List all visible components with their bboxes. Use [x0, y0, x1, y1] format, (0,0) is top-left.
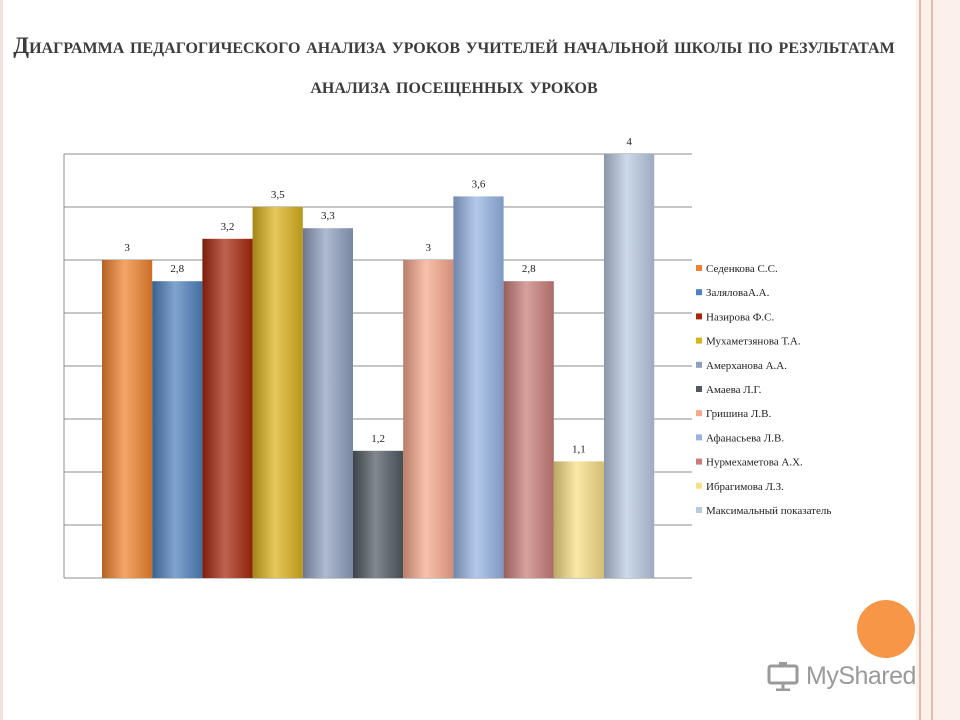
legend-label: Афанасьева Л.В. — [706, 432, 784, 444]
legend-swatch — [696, 410, 702, 417]
legend-swatch — [696, 265, 702, 271]
legend-label: Гришина Л.В. — [706, 408, 771, 420]
watermark-text: MyShared — [806, 661, 916, 690]
bar-3 — [202, 238, 253, 579]
legend-label: Амерханова А.А. — [706, 360, 787, 372]
data-label: 3,5 — [271, 189, 285, 201]
legend-label: Мухаметзянова Т.А. — [706, 336, 801, 348]
legend-swatch — [696, 507, 702, 513]
legend-swatch — [696, 313, 702, 320]
legend-label: Назирова Ф.С. — [706, 311, 775, 323]
slide-title: Диаграмма педагогического анализа уроков… — [13, 33, 895, 98]
data-label: 2,8 — [522, 263, 536, 275]
data-label: 2,8 — [170, 263, 184, 275]
right-decor-band — [916, 0, 960, 720]
legend-swatch — [696, 337, 702, 344]
decor-circle — [857, 600, 915, 658]
data-label: 3,6 — [472, 178, 486, 190]
bar-9 — [503, 281, 554, 578]
data-label: 3,2 — [221, 221, 235, 233]
legend-swatch — [696, 434, 702, 441]
legend-label: Амаева Л.Г. — [706, 384, 762, 396]
bar-10 — [553, 461, 604, 578]
bar-8 — [453, 196, 504, 578]
legend-swatch — [696, 458, 702, 465]
bar-4 — [252, 207, 303, 578]
legend-label: Седенкова С.С. — [706, 263, 778, 275]
bar-6 — [353, 450, 404, 578]
bar-1 — [102, 260, 153, 578]
left-border-strip — [0, 0, 3, 720]
legend-swatch — [696, 289, 702, 296]
presentation-icon — [767, 662, 799, 691]
bar-11 — [604, 154, 655, 578]
decor-line — [931, 0, 933, 720]
legend-label: ЗаляловаА.А. — [706, 287, 770, 299]
decor-line — [919, 0, 921, 720]
legend-label: Ибрагимова Л.З. — [706, 481, 784, 493]
legend-label: Нурмехаметова А.Х. — [706, 457, 803, 469]
data-label: 1,1 — [572, 443, 586, 455]
data-label: 4 — [626, 136, 632, 148]
legend-label: Максимальный показатель — [706, 505, 831, 517]
watermark-logo: MyShared — [766, 658, 926, 694]
data-label: 3 — [426, 242, 432, 254]
bar-5 — [302, 228, 353, 578]
legend-swatch — [696, 482, 702, 489]
legend-swatch — [696, 361, 702, 368]
bar-2 — [152, 281, 203, 578]
data-label: 3 — [124, 242, 130, 254]
data-label: 3,3 — [321, 210, 335, 222]
data-label: 1,2 — [371, 433, 385, 445]
bar-7 — [403, 260, 454, 578]
legend-swatch — [696, 386, 702, 392]
